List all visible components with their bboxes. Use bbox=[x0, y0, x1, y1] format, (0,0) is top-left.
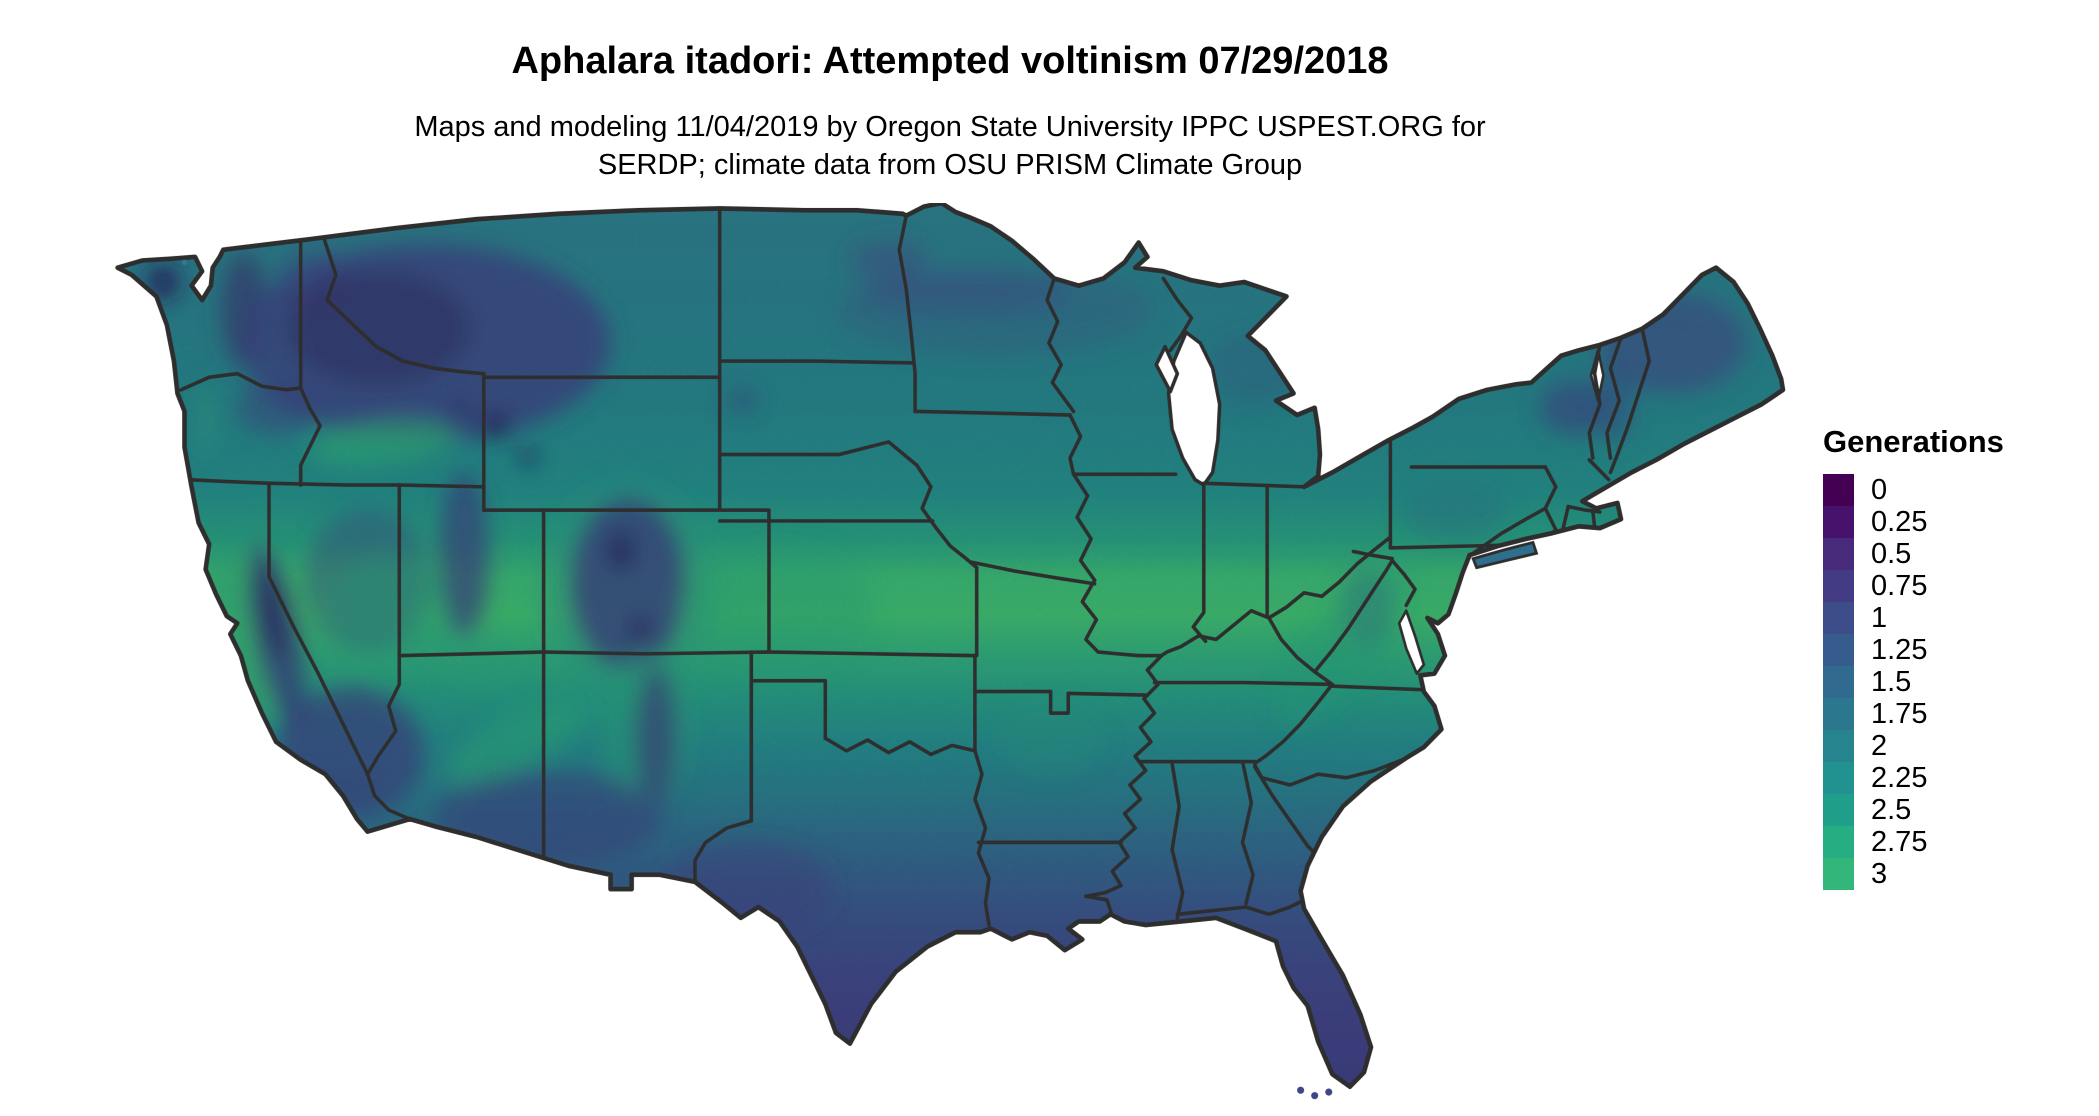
legend-label: 2.75 bbox=[1871, 825, 1928, 858]
san-juan-island bbox=[181, 259, 188, 265]
legend-row: 1.5 bbox=[1823, 666, 2083, 698]
legend-row: 3 bbox=[1823, 858, 2083, 890]
legend-swatch bbox=[1823, 602, 1854, 634]
legend-swatch bbox=[1823, 794, 1854, 826]
legend-label: 2 bbox=[1871, 729, 1888, 762]
legend-row: 0.75 bbox=[1823, 570, 2083, 602]
state-borders bbox=[179, 204, 1651, 927]
long-island bbox=[1471, 540, 1539, 570]
legend-swatch bbox=[1823, 570, 1854, 602]
land-raster bbox=[117, 203, 1783, 1087]
legend-label: 2.5 bbox=[1871, 793, 1912, 826]
figure-header: Aphalara itadori: Attempted voltinism 07… bbox=[0, 40, 1900, 184]
figure-subtitle-line1: Maps and modeling 11/04/2019 by Oregon S… bbox=[414, 111, 1486, 143]
legend-label: 1.5 bbox=[1871, 665, 1912, 698]
legend-items: 0 0.25 0.5 0.75 1 1.25 1.5 1.75 2 2.25 2.5 2.75 3 bbox=[1823, 474, 2083, 890]
green-bay bbox=[1154, 344, 1180, 394]
figure-subtitle-line2: SERDP; climate data from OSU PRISM Clima… bbox=[597, 149, 1303, 181]
legend-label: 1 bbox=[1871, 601, 1888, 634]
legend-row: 1.75 bbox=[1823, 698, 2083, 730]
legend-swatch bbox=[1823, 762, 1854, 794]
legend-row: 0.25 bbox=[1823, 506, 2083, 538]
legend-swatch bbox=[1823, 506, 1854, 538]
legend-title: Generations bbox=[1823, 424, 2004, 459]
legend-swatch bbox=[1823, 698, 1854, 730]
legend-label: 0 bbox=[1871, 473, 1888, 506]
legend-row: 2.75 bbox=[1823, 826, 2083, 858]
florida-keys bbox=[1325, 1088, 1333, 1096]
us-map-svg bbox=[100, 203, 1790, 1100]
legend-swatch bbox=[1823, 634, 1854, 666]
legend-label: 0.25 bbox=[1871, 505, 1928, 538]
figure-title: Aphalara itadori: Attempted voltinism 07… bbox=[511, 40, 1389, 82]
legend-swatch bbox=[1823, 826, 1854, 858]
legend: Generations 0 0.25 0.5 0.75 1 1.25 1.5 1.75 2 2.2… bbox=[1823, 424, 2083, 890]
legend-label: 2.25 bbox=[1871, 761, 1928, 794]
legend-row: 2.5 bbox=[1823, 794, 2083, 826]
legend-row: 1.25 bbox=[1823, 634, 2083, 666]
legend-swatch bbox=[1823, 730, 1854, 762]
legend-swatch bbox=[1823, 538, 1854, 570]
legend-label: 1.25 bbox=[1871, 633, 1928, 666]
great-lakes bbox=[1154, 330, 1605, 675]
legend-label: 1.75 bbox=[1871, 697, 1928, 730]
legend-label: 0.5 bbox=[1871, 537, 1912, 570]
florida-keys bbox=[1297, 1086, 1305, 1094]
chesapeake-bay bbox=[1397, 609, 1426, 675]
legend-row: 0.5 bbox=[1823, 538, 2083, 570]
islands bbox=[181, 259, 1539, 1100]
legend-swatch bbox=[1823, 474, 1854, 506]
legend-swatch bbox=[1823, 858, 1854, 890]
florida-keys bbox=[1311, 1092, 1319, 1100]
legend-row: 1 bbox=[1823, 602, 2083, 634]
legend-swatch bbox=[1823, 666, 1854, 698]
legend-row: 2 bbox=[1823, 730, 2083, 762]
us-voltinism-map bbox=[100, 203, 1790, 1101]
legend-label: 0.75 bbox=[1871, 569, 1928, 602]
legend-row: 0 bbox=[1823, 474, 2083, 506]
legend-row: 2.25 bbox=[1823, 762, 2083, 794]
legend-label: 3 bbox=[1871, 857, 1888, 890]
